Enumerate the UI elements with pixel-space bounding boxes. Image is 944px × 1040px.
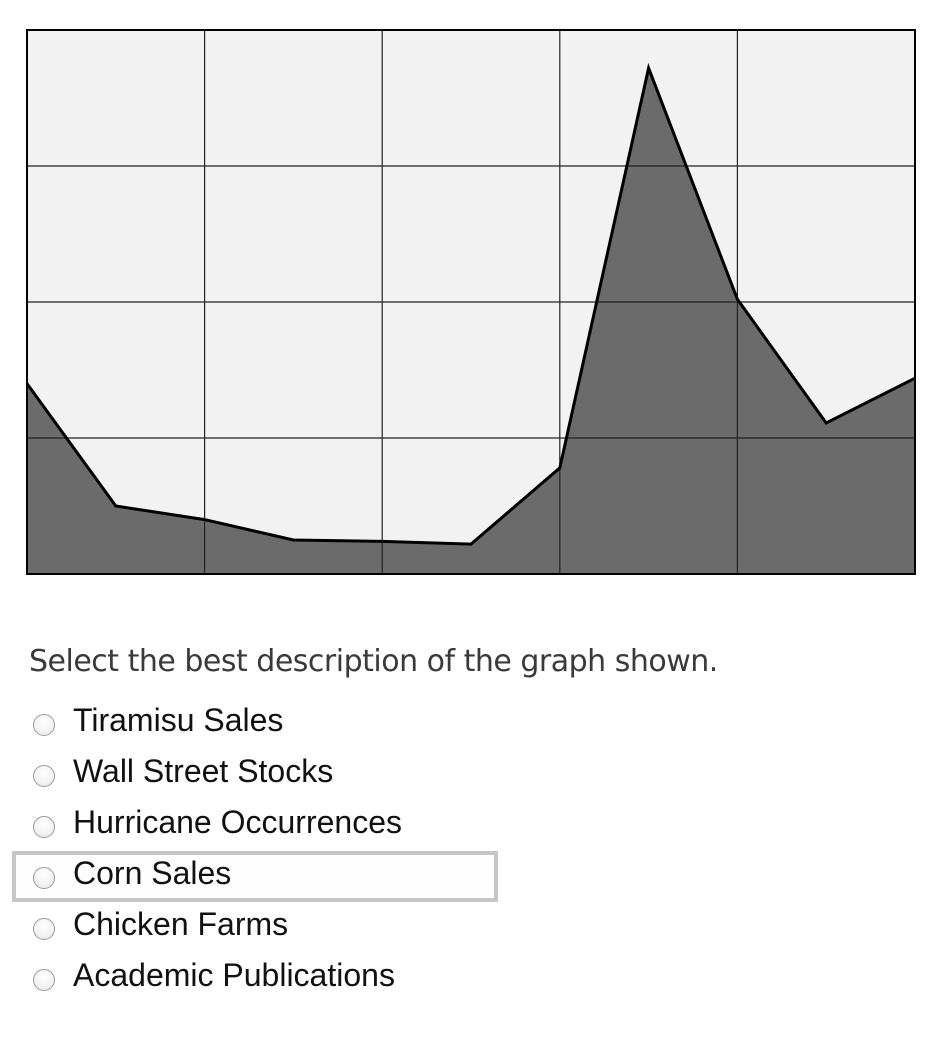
radio-button[interactable] — [33, 867, 55, 889]
data-point — [114, 504, 118, 508]
option-academic-publications[interactable]: Academic Publications — [12, 953, 498, 1004]
data-point — [469, 542, 473, 546]
option-label[interactable]: Chicken Farms — [73, 906, 289, 942]
radio-button[interactable] — [33, 765, 55, 787]
option-label[interactable]: Academic Publications — [73, 957, 395, 993]
answer-options: Tiramisu Sales Wall Street Stocks Hurric… — [12, 698, 612, 1004]
option-chicken-farms[interactable]: Chicken Farms — [12, 902, 498, 953]
option-label[interactable]: Wall Street Stocks — [73, 753, 334, 789]
chart-svg — [26, 29, 916, 575]
option-tiramisu-sales[interactable]: Tiramisu Sales — [12, 698, 498, 749]
data-point — [736, 298, 739, 301]
radio-button[interactable] — [33, 816, 55, 838]
plot-border — [26, 29, 916, 575]
data-point — [203, 518, 206, 521]
option-hurricane-occurrences[interactable]: Hurricane Occurrences — [12, 800, 498, 851]
radio-button[interactable] — [33, 714, 55, 736]
question-prompt: Select the best description of the graph… — [29, 644, 718, 679]
data-point — [825, 421, 828, 425]
data-point — [647, 66, 650, 70]
option-corn-sales[interactable]: Corn Sales — [12, 851, 498, 902]
data-point — [381, 540, 384, 543]
data-point — [292, 538, 295, 542]
option-wall-street-stocks[interactable]: Wall Street Stocks — [12, 749, 498, 800]
option-label[interactable]: Hurricane Occurrences — [73, 804, 402, 840]
area-chart — [26, 29, 916, 575]
area-fill — [27, 68, 915, 574]
option-label[interactable]: Tiramisu Sales — [73, 702, 284, 738]
data-point — [558, 466, 561, 470]
radio-button[interactable] — [33, 918, 55, 940]
radio-button[interactable] — [33, 969, 55, 991]
option-label[interactable]: Corn Sales — [73, 855, 232, 891]
